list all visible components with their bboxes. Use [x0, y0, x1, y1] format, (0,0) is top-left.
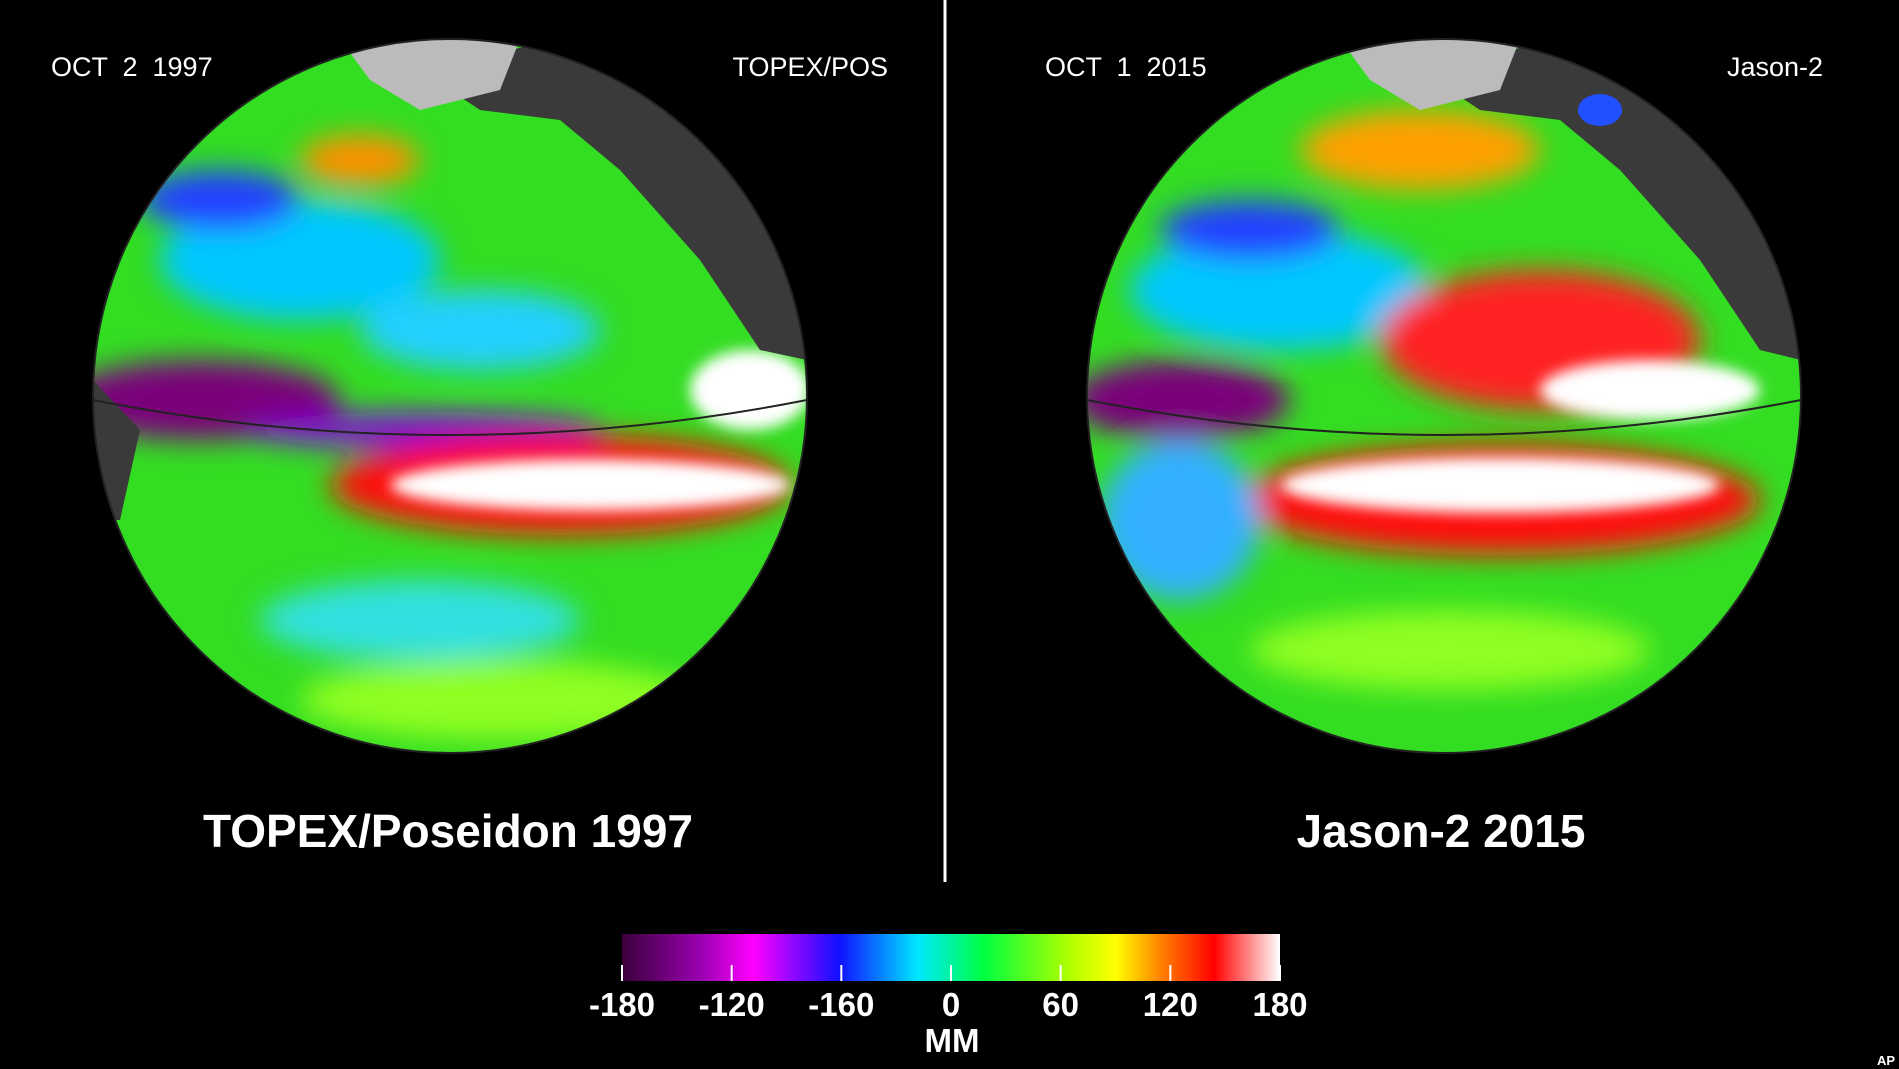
- tick-label: -120: [699, 986, 765, 1023]
- tick-label: 0: [942, 986, 960, 1023]
- caption: TOPEX/Poseidon 1997: [203, 805, 693, 857]
- globe-left: [93, 39, 807, 753]
- satellite-label: Jason-2: [1727, 52, 1823, 82]
- date-label: OCT 2 1997: [51, 52, 213, 82]
- satellite-label: TOPEX/POS: [732, 52, 888, 82]
- tick-label: 60: [1042, 986, 1079, 1023]
- tick-label: 120: [1143, 986, 1198, 1023]
- credit: AP: [1877, 1053, 1895, 1068]
- colorbar-ticks: -180 -120 -160 0 60 120 180: [589, 965, 1308, 1023]
- tick-label: -180: [589, 986, 655, 1023]
- caption: Jason-2 2015: [1297, 805, 1586, 857]
- globe-outline: [92, 38, 808, 754]
- unit-label: MM: [925, 1022, 980, 1059]
- date-label: OCT 1 2015: [1045, 52, 1207, 82]
- tick-label: 180: [1252, 986, 1307, 1023]
- globe-outline: [1086, 38, 1802, 754]
- tick-label: -160: [808, 986, 874, 1023]
- globe-right: [1087, 39, 1801, 753]
